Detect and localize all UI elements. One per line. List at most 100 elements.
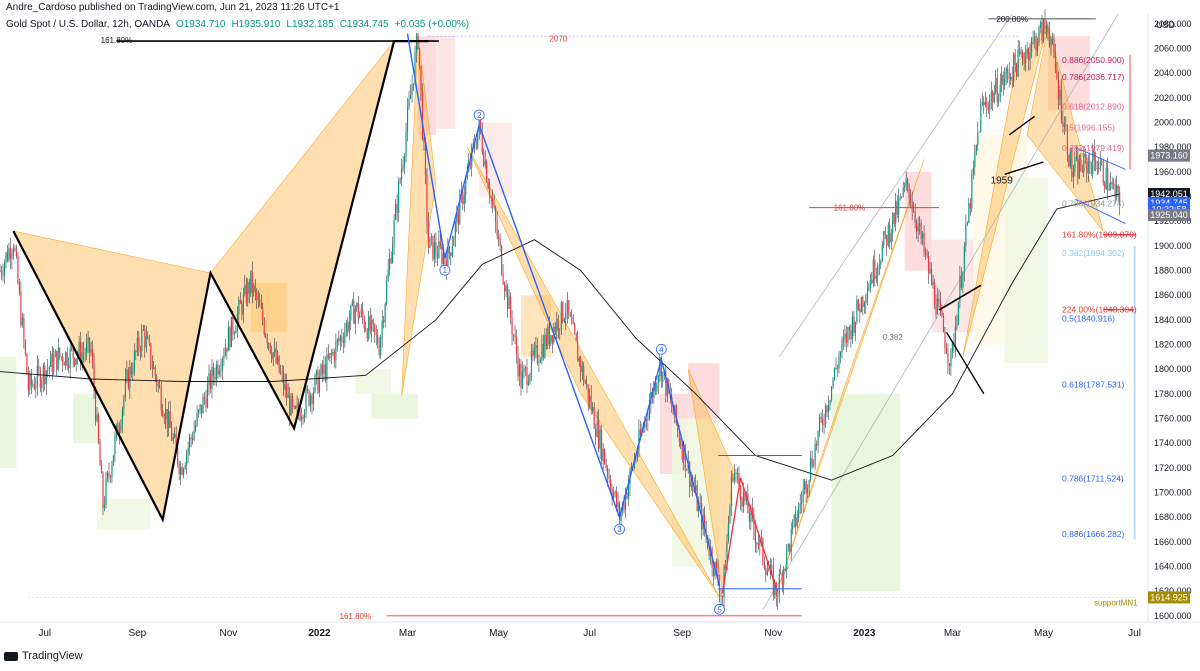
candle xyxy=(499,233,501,252)
candle xyxy=(275,341,277,364)
candle xyxy=(33,376,35,391)
candle-body xyxy=(293,406,295,408)
candle-body xyxy=(807,487,809,494)
candle-body xyxy=(656,383,658,392)
candle-body xyxy=(974,152,976,168)
candle xyxy=(224,338,227,357)
candle xyxy=(950,348,952,376)
candle-body xyxy=(183,468,185,475)
candle xyxy=(433,233,436,268)
candle xyxy=(508,289,510,310)
candle xyxy=(183,467,185,479)
candle-body xyxy=(224,347,227,356)
candle xyxy=(186,449,188,475)
wave-label: 5 xyxy=(717,605,722,614)
candle xyxy=(859,303,861,323)
candle-body xyxy=(223,355,225,360)
wedge-line xyxy=(1074,146,1126,170)
candle-body xyxy=(993,92,995,103)
candle xyxy=(386,275,388,306)
time-tick-label: Sep xyxy=(128,628,146,639)
candle xyxy=(415,32,418,63)
candle xyxy=(887,221,889,248)
candle-body xyxy=(730,477,733,507)
candle-body xyxy=(299,412,301,421)
candle xyxy=(512,333,515,342)
candle xyxy=(848,325,851,340)
candle-body xyxy=(244,284,246,295)
candle xyxy=(1099,150,1101,172)
wave-marker xyxy=(614,523,625,535)
candle-body xyxy=(606,468,609,477)
candle xyxy=(871,271,873,285)
candle-body xyxy=(202,396,204,414)
candle-body xyxy=(214,376,216,380)
candle-body xyxy=(291,396,294,407)
candle-body xyxy=(853,316,855,333)
candle-body xyxy=(453,238,455,247)
candle-body xyxy=(539,360,542,363)
candle xyxy=(406,97,409,142)
candle xyxy=(357,296,359,324)
candle xyxy=(811,450,813,469)
candle xyxy=(274,337,276,358)
candle-body xyxy=(157,384,159,387)
candle xyxy=(1072,164,1074,189)
candle-body xyxy=(68,365,70,369)
price-tick-label: 1740.000 xyxy=(1154,438,1192,448)
candle xyxy=(602,443,604,471)
candle-body xyxy=(1004,78,1006,86)
candle xyxy=(536,337,539,366)
candle-body xyxy=(230,316,232,348)
candle xyxy=(854,321,857,342)
candle xyxy=(265,332,267,339)
candle-body xyxy=(741,500,743,507)
candle xyxy=(229,325,231,351)
candle xyxy=(935,294,937,320)
candle-body xyxy=(1078,159,1080,179)
candle-body xyxy=(20,291,22,326)
candle xyxy=(293,405,295,410)
candle xyxy=(59,347,61,360)
candle-body xyxy=(435,242,437,255)
candle-body xyxy=(675,405,677,424)
candle xyxy=(1092,143,1094,179)
candle xyxy=(780,564,782,575)
candle-body xyxy=(1119,192,1121,206)
candle-body xyxy=(893,212,895,224)
candle xyxy=(1026,41,1028,59)
candle-body xyxy=(708,547,710,556)
candle xyxy=(266,333,268,349)
candle-body xyxy=(174,433,176,438)
candle xyxy=(866,280,868,306)
candle xyxy=(951,341,954,359)
candle-body xyxy=(160,387,162,411)
candle-body xyxy=(609,478,612,490)
candle-body xyxy=(420,65,422,91)
candle xyxy=(20,281,22,328)
candle-body xyxy=(907,179,909,184)
candle xyxy=(829,399,831,411)
candle-body xyxy=(383,320,385,323)
price-tick-label: 1700.000 xyxy=(1154,488,1192,498)
candle-body xyxy=(1026,48,1028,56)
candle-body xyxy=(18,282,21,292)
candle-body xyxy=(211,366,213,389)
candle-body xyxy=(412,83,415,85)
candle xyxy=(784,567,786,572)
candle xyxy=(596,411,598,438)
candle-body xyxy=(736,472,739,474)
candle-body xyxy=(262,307,264,322)
candle xyxy=(1062,110,1064,133)
candle-body xyxy=(850,329,852,339)
candle xyxy=(105,471,107,509)
candle-body xyxy=(360,309,362,315)
candle xyxy=(341,328,343,347)
candle-body xyxy=(1092,148,1094,175)
candle-body xyxy=(66,352,68,366)
candle-body xyxy=(200,404,203,414)
tradingview-brand[interactable]: TradingView xyxy=(4,650,83,662)
candle xyxy=(80,331,82,371)
